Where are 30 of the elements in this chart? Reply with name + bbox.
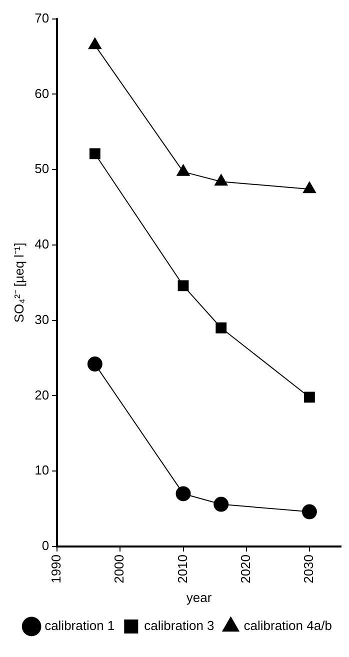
point [87,356,102,372]
point [88,38,102,50]
x-tick-label: 2000 [112,554,127,584]
legend-label: calibration 1 [44,618,115,634]
x-tick-label: 2030 [301,554,316,584]
y-axis-title: SO₄²⁻ [µeq l⁻¹] [11,242,26,323]
x-tick-label: 1990 [48,554,64,584]
x-tick-label: 2020 [238,554,253,584]
point [302,504,317,520]
x-tick-label: 2010 [174,554,190,584]
y-tick-label: 70 [34,10,50,26]
y-tick-label: 30 [34,312,50,327]
point [89,148,100,160]
point [216,322,227,334]
legend-label: calibration 3 [144,618,214,634]
point [214,496,229,512]
y-tick-label: 40 [34,236,50,252]
point [304,392,315,403]
point [176,486,191,502]
y-tick-label: 10 [34,462,50,478]
point [214,174,228,186]
y-tick-label: 50 [34,161,50,176]
point [176,164,190,176]
point [302,182,316,194]
y-tick-label: 60 [34,86,50,101]
legend-label: calibration 4a/b [244,618,332,634]
x-axis-title: year [186,590,212,605]
point [178,280,189,292]
y-tick-label: 0 [42,538,50,554]
y-tick-label: 20 [34,387,50,402]
